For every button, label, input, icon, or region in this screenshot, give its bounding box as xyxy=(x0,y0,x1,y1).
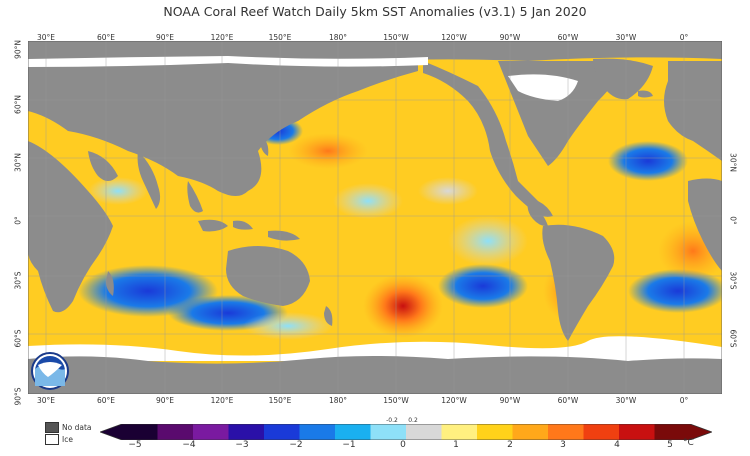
lon-tick-top: 90°W xyxy=(499,33,521,42)
no-data-swatch xyxy=(45,422,59,433)
colorbar-tick-label: −5 xyxy=(128,440,142,450)
colorbar-tick-label: −4 xyxy=(182,440,196,450)
colorbar-segment xyxy=(406,424,442,440)
colorbar-tick-label: −1 xyxy=(342,440,356,450)
graticule xyxy=(28,41,722,394)
colorbar-minor-label: -0.2 xyxy=(386,417,398,424)
lat-tick-right: 30°N xyxy=(728,153,738,172)
colorbar-segment xyxy=(441,424,478,440)
lon-tick-top: 60°W xyxy=(557,33,579,42)
colorbar-segment xyxy=(335,424,371,440)
lon-tick-bottom: 30°E xyxy=(36,396,56,405)
lon-tick-bottom: 30°W xyxy=(615,396,637,405)
lon-tick-top: 30°E xyxy=(36,33,56,42)
lon-tick-bottom: 150°W xyxy=(383,396,409,405)
colorbar-segment xyxy=(654,424,691,440)
colorbar-segment xyxy=(548,424,584,440)
lon-tick-top: 60°E xyxy=(96,33,116,42)
no-data-label: No data xyxy=(62,423,92,432)
colorbar-segment xyxy=(583,424,620,440)
colorbar-segment xyxy=(512,424,549,440)
lon-tick-bottom: 120°E xyxy=(210,396,234,405)
colorbar-segment xyxy=(619,424,655,440)
lon-tick-bottom: 120°W xyxy=(441,396,467,405)
colorbar-segment xyxy=(477,424,513,440)
ice-label: Ice xyxy=(62,435,73,444)
colorbar-tick-label: 2 xyxy=(507,440,513,450)
lat-tick-right: 60°S xyxy=(728,329,738,348)
lon-tick-bottom: 90°W xyxy=(499,396,521,405)
colorbar-tick-label: −2 xyxy=(289,440,303,450)
sst-anomaly-map xyxy=(28,41,722,394)
southern-ice xyxy=(28,336,722,361)
lat-tick-left: 90°S xyxy=(13,387,23,406)
lat-tick-left: 0° xyxy=(13,216,23,225)
colorbar-segment xyxy=(193,424,229,440)
lon-tick-bottom: 90°E xyxy=(155,396,175,405)
noaa-logo xyxy=(31,352,69,390)
colorbar-tick-label: 5 xyxy=(667,440,673,450)
colorbar-segment xyxy=(264,424,300,440)
lon-tick-bottom: 180° xyxy=(328,396,348,405)
lat-tick-left: 60°S xyxy=(13,329,23,348)
anomaly-field xyxy=(78,66,722,368)
lat-tick-left: 30°N xyxy=(13,153,23,172)
colorbar-segment xyxy=(370,424,407,440)
lon-tick-bottom: 60°W xyxy=(557,396,579,405)
colorbar-arrow-high xyxy=(690,424,712,440)
lon-tick-top: 180° xyxy=(328,33,348,42)
colorbar-arrow-low xyxy=(100,424,122,440)
lon-tick-top: 0° xyxy=(679,33,689,42)
lat-tick-left: 60°N xyxy=(13,95,23,114)
colorbar-tick-label: 4 xyxy=(614,440,620,450)
lat-tick-right: 30°S xyxy=(728,271,738,290)
lon-tick-top: 30°W xyxy=(615,33,637,42)
lon-tick-top: 150°E xyxy=(268,33,292,42)
colorbar-segment xyxy=(122,424,158,440)
lon-tick-bottom: 150°E xyxy=(268,396,292,405)
colorbar-segment xyxy=(157,424,194,440)
colorbar-unit: °C xyxy=(683,438,694,448)
colorbar-tick-label: 0 xyxy=(400,440,406,450)
lon-tick-bottom: 60°E xyxy=(96,396,116,405)
ice-swatch xyxy=(45,434,59,445)
arctic-ice xyxy=(28,56,578,101)
lat-tick-left: 30°S xyxy=(13,271,23,290)
lon-tick-top: 120°E xyxy=(210,33,234,42)
lon-tick-top: 90°E xyxy=(155,33,175,42)
colorbar xyxy=(100,424,712,440)
colorbar-minor-label: 0.2 xyxy=(408,417,418,424)
lon-tick-top: 150°W xyxy=(383,33,409,42)
colorbar-tick-label: 3 xyxy=(560,440,566,450)
colorbar-segment xyxy=(299,424,336,440)
colorbar-tick-label: 1 xyxy=(453,440,459,450)
lon-tick-bottom: 0° xyxy=(679,396,689,405)
lat-tick-left: 90°N xyxy=(13,40,23,59)
colorbar-segment xyxy=(228,424,265,440)
lat-tick-right: 0° xyxy=(728,216,738,225)
map-title: NOAA Coral Reef Watch Daily 5km SST Anom… xyxy=(163,4,587,19)
colorbar-tick-label: −3 xyxy=(235,440,249,450)
lon-tick-top: 120°W xyxy=(441,33,467,42)
